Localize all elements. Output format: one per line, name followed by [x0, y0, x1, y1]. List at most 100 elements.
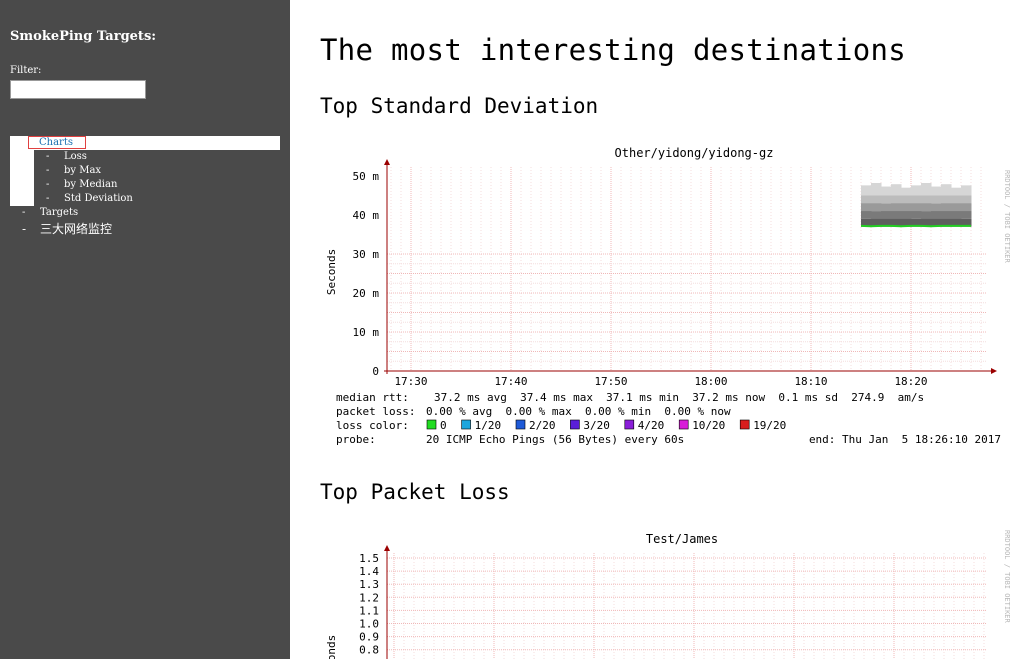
smoke-segment	[871, 199, 882, 212]
smoke-segment	[871, 194, 882, 204]
smoke-segment	[911, 202, 922, 212]
section-title-packet-loss: Top Packet Loss	[320, 480, 510, 504]
legend-median-rtt: median rtt: 37.2 ms avg 37.4 ms max 37.1 …	[336, 391, 924, 404]
smoke-segment	[931, 191, 942, 204]
y-axis-label: Seconds	[325, 249, 338, 295]
legend-median-label: median rtt:	[336, 391, 409, 404]
smoke-segment	[901, 209, 912, 219]
y-tick-label: 1.1	[359, 604, 379, 617]
smoke-segment	[931, 186, 942, 196]
tree-item-charts[interactable]: Charts	[28, 136, 86, 149]
smoke-segment	[861, 202, 872, 212]
y-tick-label: 0.9	[359, 631, 379, 644]
main-content: The most interesting destinations Top St…	[290, 0, 1022, 659]
legend-median-values: 37.2 ms avg 37.4 ms max 37.1 ms min 37.2…	[434, 391, 924, 404]
filter-input[interactable]	[10, 80, 146, 99]
smoke-segment	[861, 207, 872, 219]
legend-loss-label: packet loss:	[336, 405, 415, 418]
loss-color-swatch	[739, 419, 750, 430]
y-axis-label: Seconds	[325, 635, 338, 659]
loss-color-label: 10/20	[692, 419, 725, 432]
page-title: The most interesting destinations	[320, 33, 907, 67]
section-title-std-deviation: Top Standard Deviation	[320, 94, 599, 118]
legend-loss-values: 0.00 % avg 0.00 % max 0.00 % min 0.00 % …	[426, 405, 731, 418]
tree-item-targets[interactable]: - Targets	[22, 207, 79, 218]
y-axis-arrow	[384, 545, 390, 551]
tree-item-label: by Max	[64, 165, 102, 176]
tree-item-by-max[interactable]: - by Max	[46, 165, 102, 176]
smoke-segment	[861, 218, 872, 227]
tree-item-label: by Median	[64, 179, 118, 190]
filter-label: Filter:	[10, 65, 42, 76]
smoke-segment	[901, 193, 912, 204]
y-tick-label: 1.0	[359, 618, 379, 631]
smoke-segment	[891, 184, 902, 196]
chart-axes	[384, 545, 390, 659]
smoke-segment	[921, 211, 932, 219]
smoke-segment	[941, 195, 952, 204]
smoke-segment	[881, 191, 892, 204]
loss-color-label: 19/20	[753, 419, 786, 432]
smoke-segment	[961, 185, 972, 196]
tree-item-loss[interactable]: - Loss	[46, 151, 87, 162]
smoke-segment	[891, 195, 902, 204]
smoke-segment	[901, 187, 912, 196]
y-tick-label: 1.2	[359, 591, 379, 604]
y-tick-label: 1.5	[359, 552, 379, 565]
y-tick-label: 30 m	[353, 248, 380, 261]
smoke-segment	[951, 187, 962, 196]
x-tick-label: 18:20	[894, 375, 927, 388]
smoke-segment	[871, 211, 882, 219]
loss-color-legend: 0 1/20 2/20 3/20 4/20 10/20 19/20	[426, 419, 786, 432]
x-tick-label: 17:30	[394, 375, 427, 388]
tree-item-by-median[interactable]: - by Median	[46, 179, 118, 190]
smoke-segment	[931, 203, 942, 212]
smoke-segment	[951, 209, 962, 219]
y-tick-label: 10 m	[353, 326, 380, 339]
legend-probe: probe: 20 ICMP Echo Pings (56 Bytes) ever…	[336, 433, 684, 446]
watermark: RRDTOOL / TOBI OETIKER	[1003, 170, 1011, 264]
legend-probe-text: 20 ICMP Echo Pings (56 Bytes) every 60s	[426, 433, 684, 446]
tree-item-std-deviation[interactable]: - Std Deviation	[46, 193, 133, 204]
smoke-segment	[921, 199, 932, 212]
smoke-segment	[911, 190, 922, 204]
smoke-segment	[881, 186, 892, 196]
legend-loss-color-label: loss color:	[336, 419, 409, 432]
smoke-segment	[871, 183, 882, 196]
smoke-segment	[891, 200, 902, 212]
smoke-segment	[881, 214, 892, 227]
smoke-segment	[881, 208, 892, 219]
smoke-segment	[871, 216, 882, 227]
legend-packet-loss: packet loss: 0.00 % avg 0.00 % max 0.00 %…	[336, 405, 731, 418]
watermark: RRDTOOL / TOBI OETIKER	[1003, 530, 1011, 624]
tree-item-label: 三大网络监控	[40, 222, 113, 236]
loss-color-label: 3/20	[583, 419, 610, 432]
smoke-segment	[921, 216, 932, 227]
loss-color-swatch	[461, 419, 471, 430]
smoke-segment	[961, 218, 972, 227]
loss-color-swatch	[515, 419, 526, 430]
std-deviation-chart[interactable]: Other/yidong/yidong-gz Seconds RRDTOOL /…	[320, 140, 1020, 452]
smoke-segment	[901, 215, 912, 227]
chart-axes	[384, 159, 997, 374]
y-tick-label: 1.3	[359, 578, 379, 591]
chart-title: Test/James	[646, 532, 718, 546]
y-tick-labels: 0.80.91.01.11.21.31.41.5	[359, 552, 379, 657]
sidebar: SmokePing Targets: Filter: Charts - Loss …	[0, 0, 290, 659]
smoke-segment	[911, 185, 922, 196]
tree-item-group[interactable]: - 三大网络监控	[22, 222, 113, 236]
legend-probe-label: probe:	[336, 433, 376, 446]
smoke-segment	[941, 217, 952, 227]
smoke-segment	[921, 194, 932, 204]
tree-selected-row	[10, 136, 280, 150]
y-tick-labels: 0 10 m 20 m 30 m 40 m 50 m	[353, 170, 380, 378]
loss-color-swatch	[426, 419, 437, 430]
packet-loss-chart[interactable]: Test/James Seconds RRDTOOL / TOBI OETIKE…	[320, 526, 1020, 659]
smoke-segment	[941, 206, 952, 219]
smoke-segment	[941, 184, 952, 196]
loss-color-label: 4/20	[638, 419, 665, 432]
smoke-segment	[881, 203, 892, 212]
y-tick-label: 0	[372, 365, 379, 378]
x-tick-label: 17:40	[494, 375, 527, 388]
y-tick-label: 0.8	[359, 644, 379, 657]
